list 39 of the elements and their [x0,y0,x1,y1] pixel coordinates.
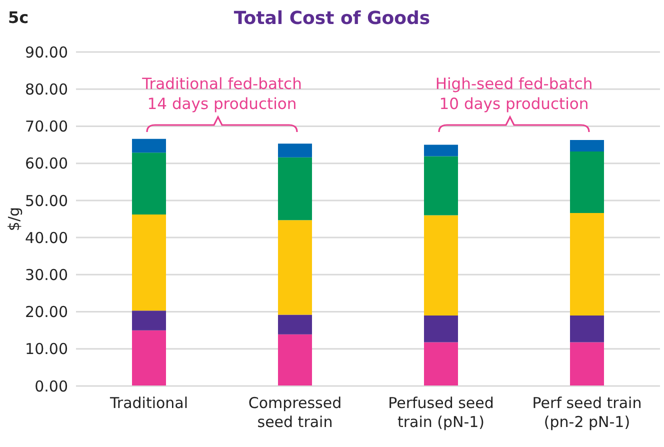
bar [570,315,604,342]
x-tick-label: Perf seed train (pn-2 pN-1) [532,394,642,431]
bar [424,215,458,316]
bar [278,144,312,158]
y-tick-label: 30.00 [25,266,68,284]
y-tick-label: 50.00 [25,192,68,210]
y-tick-label: 80.00 [25,80,68,98]
bar [132,138,166,153]
y-tick-label: 70.00 [25,118,68,136]
y-tick-label: 20.00 [25,303,68,322]
bar [570,213,604,316]
chart-title: Total Cost of Goods [234,8,430,29]
bar [424,144,458,156]
y-tick-label: 0.00 [34,377,68,396]
annotation: Traditional fed-batch 14 days production [141,74,303,114]
y-tick-label: 40.00 [25,228,68,247]
x-tick-label: Perfused seed train (pN-1) [388,394,494,431]
bar [278,314,312,334]
bar [278,334,312,386]
bar [570,342,604,386]
y-tick-label: 90.00 [25,43,68,62]
bar [132,310,166,330]
bar [570,151,604,214]
bar [424,315,458,342]
bar [570,140,604,152]
bar [424,342,458,386]
y-tick-label: 60.00 [25,154,68,173]
annotation: High-seed fed-batch 10 days production [434,74,594,114]
bar [132,330,166,386]
y-axis-title: $/g [5,206,23,232]
bar [278,220,312,315]
x-tick-label: Traditional [108,394,188,412]
bar [132,214,166,311]
y-tick-label: 10.00 [25,340,68,358]
bar [278,157,312,220]
bar [424,156,458,216]
text: 5c [8,8,29,27]
x-tick-label: Compressed seed train [248,394,342,431]
bar [132,152,166,215]
